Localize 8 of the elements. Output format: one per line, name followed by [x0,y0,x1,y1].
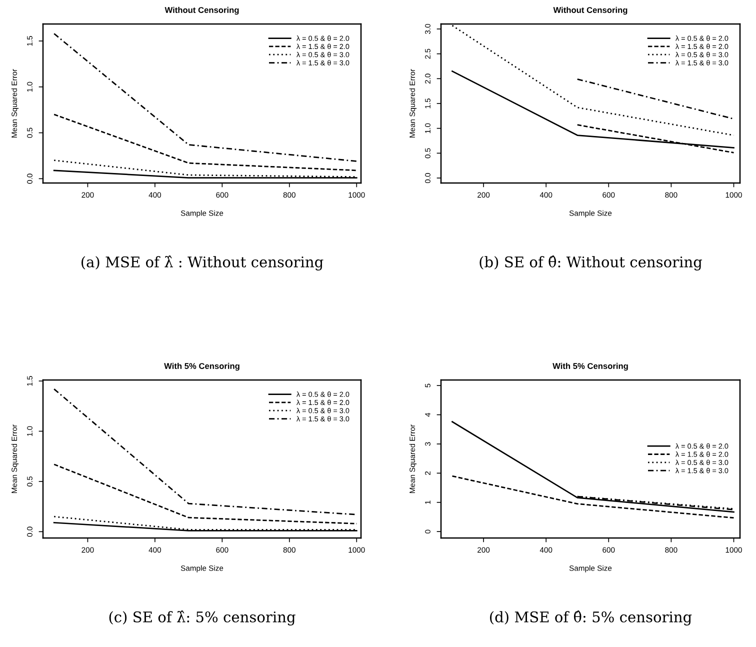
text: (a) MSE of λ̂ : Without censoring [82,256,324,270]
text: (b) SE of θ̂: Without censoring [480,256,702,270]
text: (c) SE of λ̂: 5% censoring [109,610,296,626]
chart-title: With 5% Censoring [552,362,628,371]
text: (d) MSE of θ̂: 5% censoring [490,610,692,626]
chart-title: With 5% Censoring [164,362,240,371]
chart-title: Without Censoring [553,6,628,15]
chart-title: Without Censoring [164,6,239,15]
